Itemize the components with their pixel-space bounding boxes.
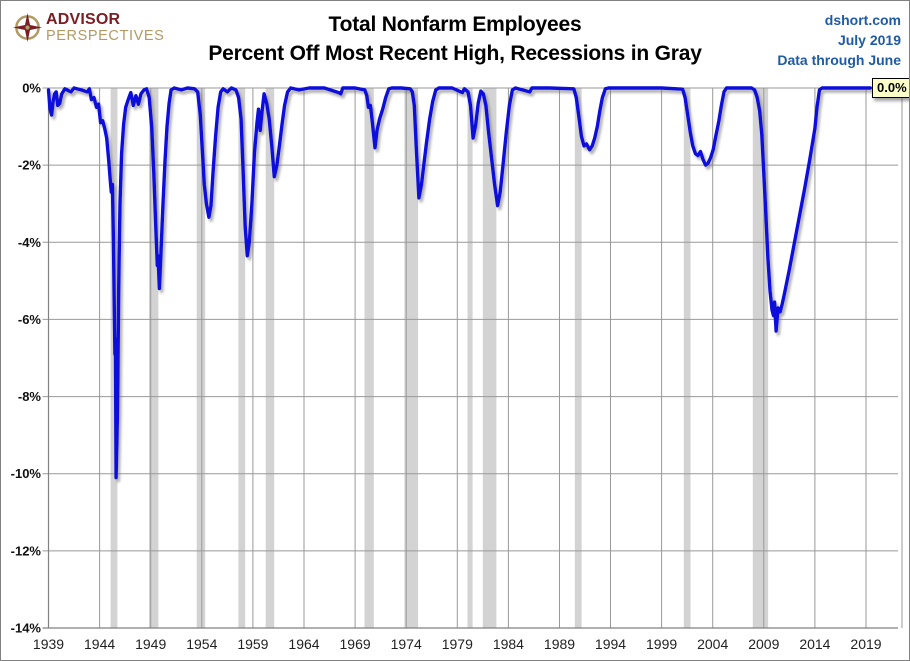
recession-band bbox=[467, 88, 473, 628]
logo-advisor-text: ADVISOR bbox=[46, 11, 121, 28]
x-axis-tick-label: 1974 bbox=[391, 636, 422, 652]
recession-band bbox=[238, 88, 246, 628]
x-axis-tick-label: 1959 bbox=[237, 636, 268, 652]
compass-rose-icon bbox=[12, 12, 43, 43]
x-axis-tick-label: 2009 bbox=[748, 636, 779, 652]
y-axis-tick-label: 0% bbox=[22, 81, 41, 96]
recession-band bbox=[404, 88, 419, 628]
x-axis-tick-label: 1984 bbox=[493, 636, 524, 652]
x-axis-tick-label: 1979 bbox=[442, 636, 473, 652]
chart-title-line2: Percent Off Most Recent High, Recessions… bbox=[208, 42, 702, 65]
advisor-perspectives-logo: ADVISOR PERSPECTIVES bbox=[12, 12, 164, 44]
recession-band bbox=[752, 88, 769, 628]
x-axis-tick-label: 1964 bbox=[288, 636, 319, 652]
x-axis-tick-label: 1989 bbox=[544, 636, 575, 652]
recession-band bbox=[683, 88, 691, 628]
recession-band bbox=[574, 88, 582, 628]
x-axis-tick-label: 2004 bbox=[697, 636, 728, 652]
employment-drawdown-line bbox=[46, 86, 872, 480]
chart-title: Total Nonfarm Employees Percent Off Most… bbox=[1, 10, 909, 68]
x-axis-tick-label: 2014 bbox=[799, 636, 830, 652]
x-axis-tick-label: 1949 bbox=[135, 636, 166, 652]
recession-band bbox=[265, 88, 275, 628]
chart-title-line1: Total Nonfarm Employees bbox=[328, 13, 582, 36]
y-axis-tick-label: -2% bbox=[18, 158, 42, 173]
y-axis-tick-label: -12% bbox=[11, 543, 42, 558]
x-axis-tick-label: 1954 bbox=[186, 636, 217, 652]
x-axis-tick-label: 1944 bbox=[84, 636, 115, 652]
y-axis-tick-label: -4% bbox=[18, 235, 42, 250]
recession-band bbox=[364, 88, 374, 628]
source-site: dshort.com bbox=[824, 12, 901, 28]
series-end-value-label: 0.0% bbox=[872, 78, 909, 98]
x-axis-tick-label: 1994 bbox=[595, 636, 626, 652]
recession-band bbox=[149, 88, 159, 628]
y-axis-tick-label: -8% bbox=[18, 389, 42, 404]
y-axis-tick-label: -10% bbox=[11, 466, 42, 481]
source-month: July 2019 bbox=[837, 32, 901, 48]
y-axis-tick-label: -6% bbox=[18, 312, 42, 327]
x-axis-tick-label: 1969 bbox=[340, 636, 371, 652]
x-axis-tick-label: 1939 bbox=[33, 636, 64, 652]
x-axis-tick-label: 1999 bbox=[646, 636, 677, 652]
recession-band bbox=[482, 88, 497, 628]
recession-band bbox=[196, 88, 206, 628]
y-axis-tick-label: -14% bbox=[11, 621, 42, 636]
source-data-through: Data through June bbox=[777, 52, 901, 68]
x-axis-tick-label: 2019 bbox=[850, 636, 881, 652]
logo-perspectives-text: PERSPECTIVES bbox=[46, 28, 165, 44]
source-attribution: dshort.com July 2019 Data through June bbox=[777, 10, 901, 70]
